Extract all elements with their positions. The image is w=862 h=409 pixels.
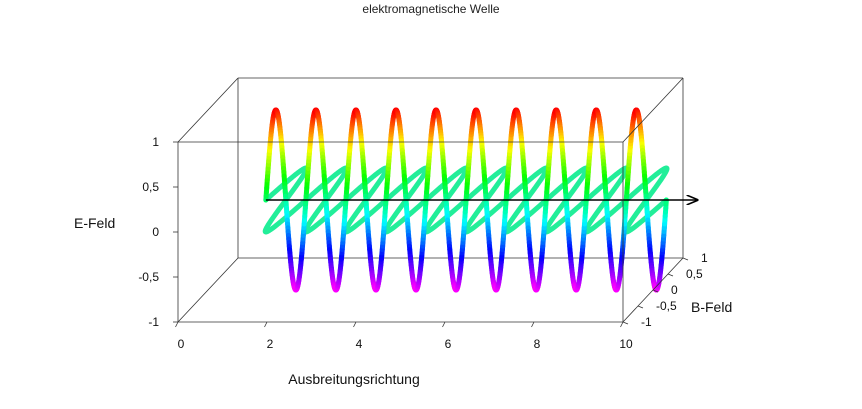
x-axis-ticks: 0 2 4 6 8 10 [175, 321, 633, 351]
z-tick-label: 1 [152, 135, 159, 149]
x-tick-label: 8 [534, 337, 541, 351]
y-tick-mark [637, 305, 644, 309]
x-tick-label: 0 [178, 337, 185, 351]
x-tick-label: 4 [356, 337, 363, 351]
x-tick-mark [264, 321, 268, 328]
x-tick-mark [531, 321, 535, 328]
x-axis-label: Ausbreitungsrichtung [288, 371, 420, 387]
x-tick-mark [620, 321, 624, 328]
y-tick-mark [622, 321, 629, 325]
x-tick-mark [442, 321, 446, 328]
x-tick-label: 2 [267, 337, 274, 351]
x-tick-label: 10 [619, 337, 633, 351]
y-tick-label: 1 [701, 251, 708, 265]
y-tick-label: 0 [671, 283, 678, 297]
z-tick-label: -0,5 [138, 270, 159, 284]
y-tick-mark [652, 289, 659, 293]
y-axis-label: B-Feld [691, 299, 732, 315]
y-tick-mark [682, 257, 689, 261]
box-edge [177, 257, 239, 323]
box-edge [622, 77, 684, 143]
z-tick-label: 0,5 [142, 180, 159, 194]
z-axis-ticks: -1 -0,5 0 0,5 1 [138, 135, 178, 329]
z-axis-label: E-Feld [74, 215, 115, 231]
y-tick-label: -0,5 [656, 299, 677, 313]
x-tick-label: 6 [445, 337, 452, 351]
z-tick-label: -1 [148, 315, 159, 329]
chart-title: elektromagnetische Welle [362, 2, 500, 16]
y-axis-ticks: -1 -0,5 0 0,5 1 [622, 251, 708, 329]
z-tick-label: 0 [152, 225, 159, 239]
y-tick-label: -1 [641, 315, 652, 329]
y-tick-label: 0,5 [686, 267, 703, 281]
x-tick-mark [175, 321, 179, 328]
x-tick-mark [353, 321, 357, 328]
box-edge [177, 77, 239, 143]
y-tick-mark [667, 273, 674, 277]
e-field-wave [263, 107, 669, 293]
